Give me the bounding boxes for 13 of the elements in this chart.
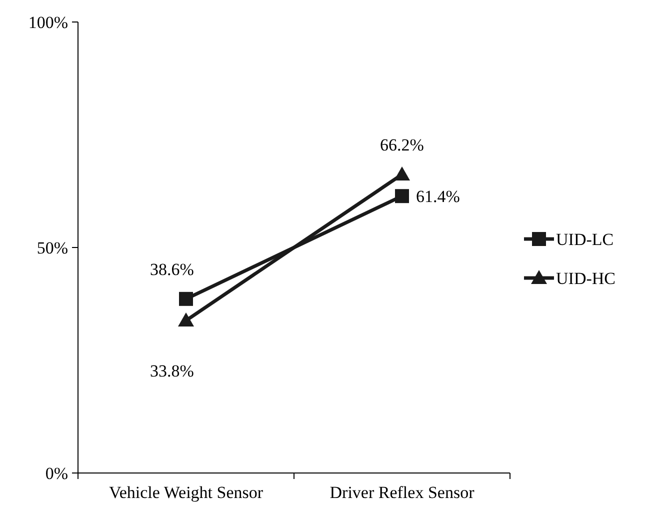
data-label: 61.4%	[416, 187, 460, 206]
y-tick-label: 100%	[28, 12, 68, 32]
y-tick-label: 0%	[45, 464, 68, 483]
data-label: 66.2%	[380, 135, 424, 154]
legend-label: UID-LC	[556, 230, 614, 249]
data-label: 38.6%	[150, 260, 194, 279]
y-tick-label: 50%	[36, 238, 68, 258]
data-label: 33.8%	[150, 362, 194, 381]
x-tick-label: Driver Reflex Sensor	[330, 483, 475, 502]
point	[179, 292, 193, 306]
x-tick-label: Vehicle Weight Sensor	[108, 483, 264, 502]
legend-label: UID-HC	[556, 268, 616, 288]
point	[395, 189, 409, 204]
